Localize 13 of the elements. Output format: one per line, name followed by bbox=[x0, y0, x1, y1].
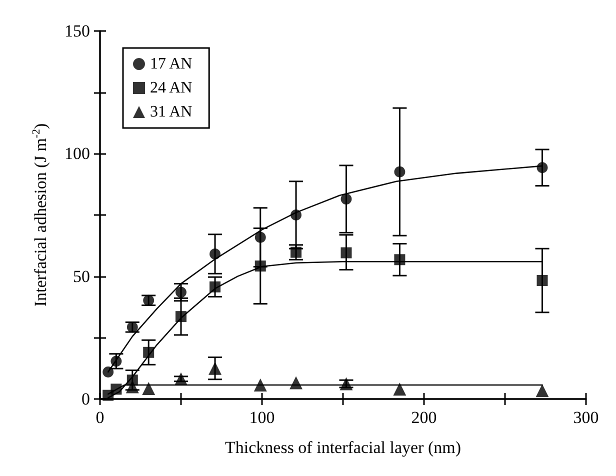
legend-label: 24 AN bbox=[150, 80, 193, 96]
legend-label: 31 AN bbox=[150, 104, 193, 120]
x-tick-label: 200 bbox=[411, 408, 437, 427]
legend-label: 17 AN bbox=[150, 56, 193, 72]
y-tick-label: 100 bbox=[64, 144, 90, 164]
x-axis-title: Thickness of interfacial layer (nm) bbox=[224, 438, 462, 457]
y-tick-label: 50 bbox=[73, 266, 90, 286]
x-tick-label: 100 bbox=[249, 408, 275, 427]
y-tick-label: 150 bbox=[64, 22, 90, 40]
y-tick-label: 0 bbox=[82, 390, 90, 408]
x-tick-label: 0 bbox=[96, 408, 104, 427]
x-tick-label: 300 bbox=[573, 408, 599, 427]
y-axis-title: Interfacial adhesion (J m-2) bbox=[30, 123, 50, 307]
